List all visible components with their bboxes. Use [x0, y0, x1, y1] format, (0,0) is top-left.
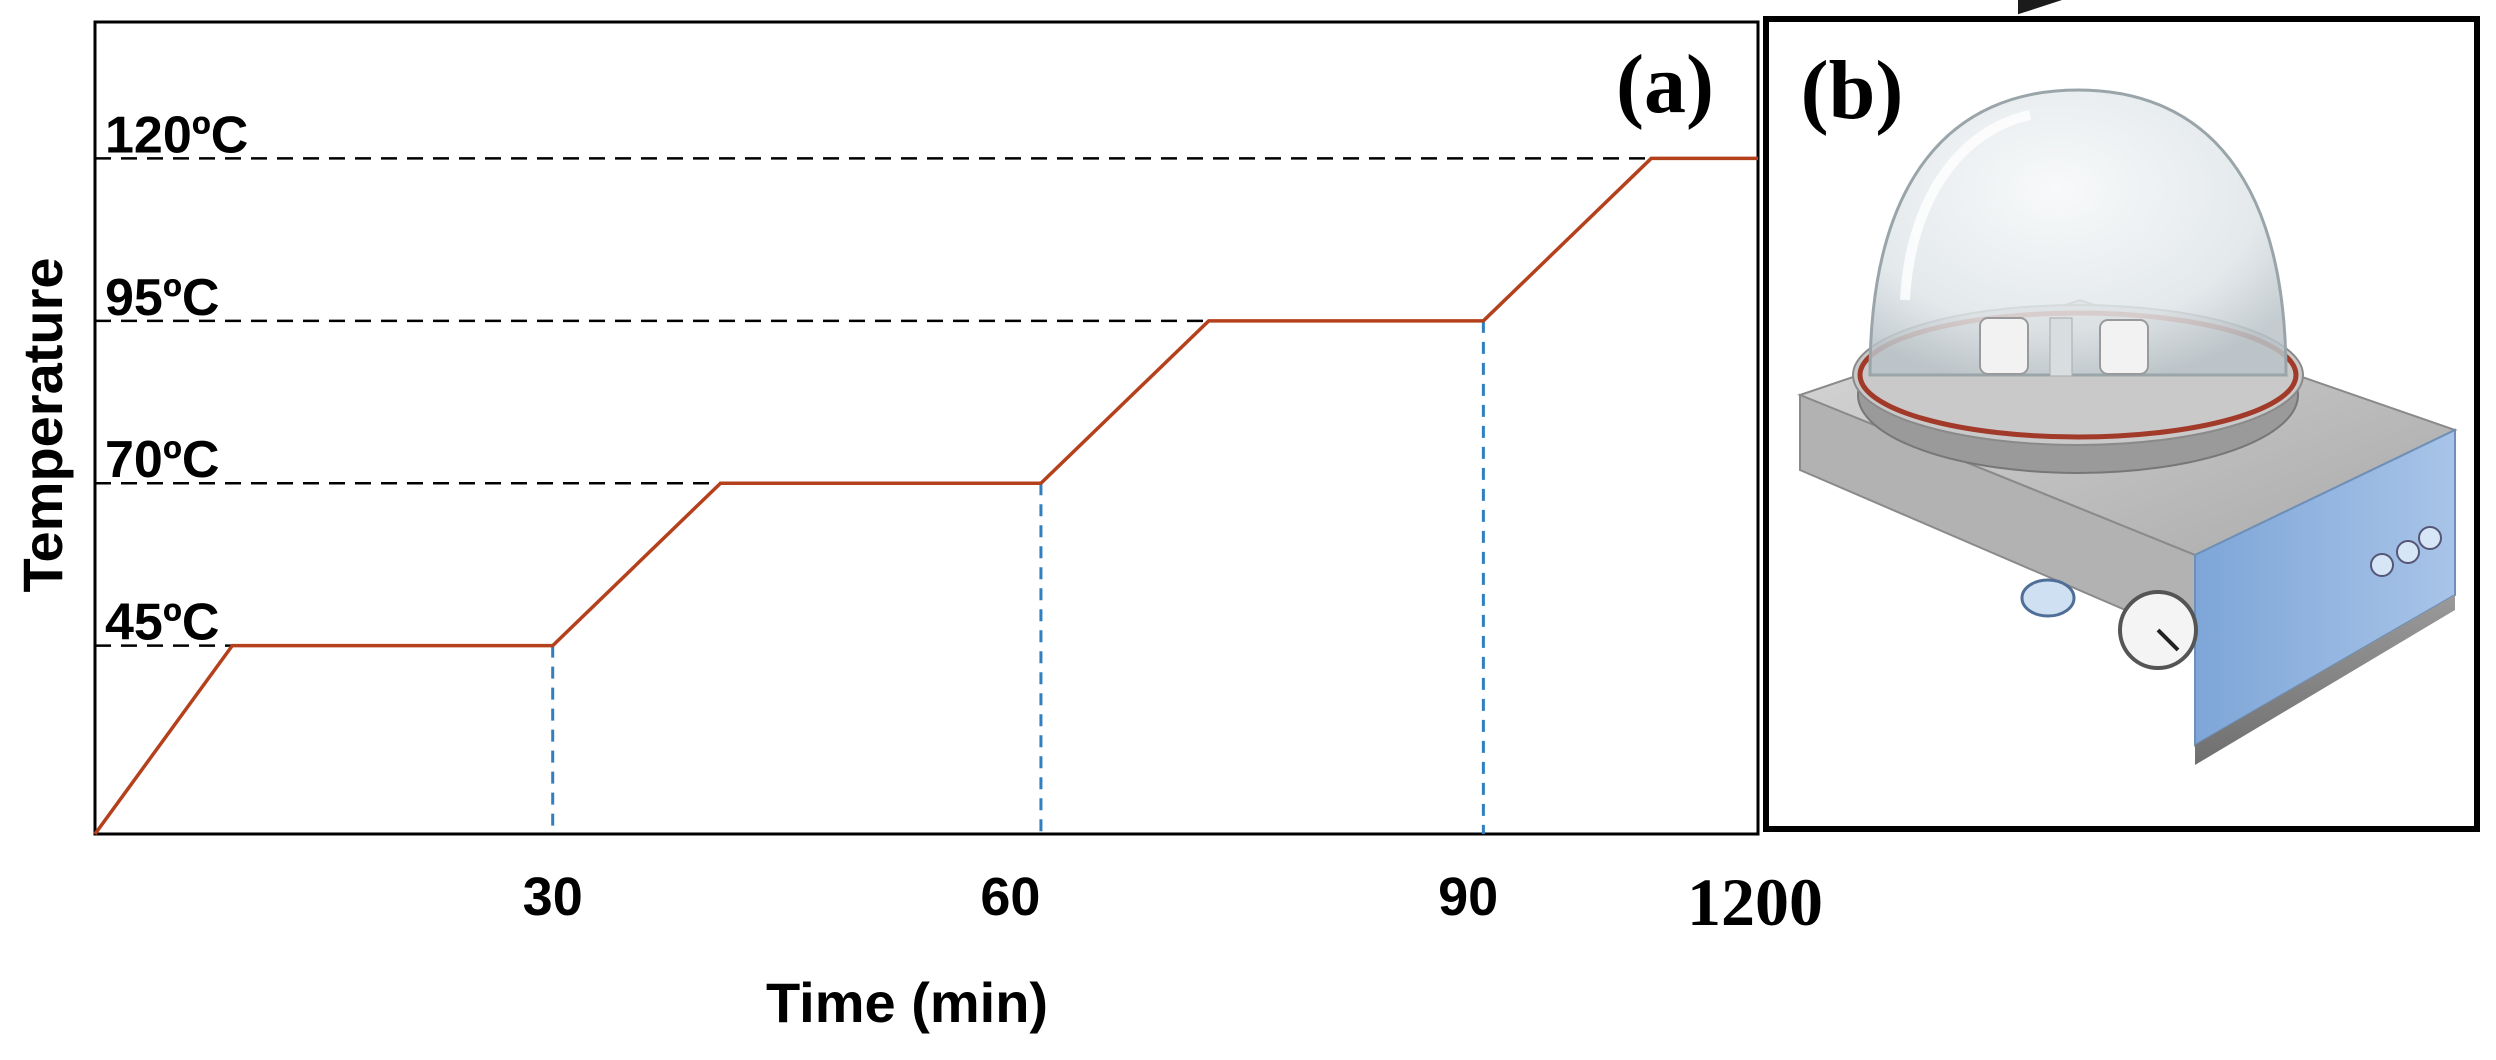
button-icon	[2370, 553, 2394, 577]
x-tick-label: 90	[1438, 867, 1498, 927]
button-icon	[2418, 526, 2442, 550]
level-label: 95ºC	[105, 269, 219, 327]
level-label: 70ºC	[105, 431, 219, 489]
chart-frame	[93, 20, 1760, 836]
support-post	[2049, 317, 2073, 377]
panel-b-label: (b)	[1801, 44, 1904, 137]
level-lines	[95, 157, 1652, 647]
photo-panel-b: (b)	[1763, 0, 2480, 832]
series-line	[93, 156, 1758, 836]
base-edge	[2195, 595, 2455, 765]
x-tick-label: 60	[980, 867, 1040, 927]
crucible-icon	[2099, 319, 2149, 375]
stage-lines	[551, 320, 1485, 834]
logo-icon	[2020, 578, 2076, 618]
y-axis-label: Temperature	[11, 257, 74, 592]
glass-dome	[1868, 88, 2288, 377]
x-tick-label: 30	[523, 867, 583, 927]
dome-highlight	[1900, 110, 2032, 301]
level-label: 120ºC	[105, 106, 248, 164]
crucible-icon	[1979, 317, 2029, 375]
chart-panel-a: 45ºC 70ºC 95ºC 120ºC 30 60 90 1200 (a) Time (m…	[11, 20, 1823, 1034]
vacuum-oven-photo	[1797, 0, 2458, 765]
level-label: 45ºC	[105, 594, 219, 652]
level-labels: 45ºC 70ºC 95ºC 120ºC	[105, 106, 248, 651]
gauge-needle	[2156, 628, 2180, 652]
panel-a-label: (a)	[1616, 38, 1714, 131]
button-icon	[2396, 540, 2420, 564]
x-tick-label: 1200	[1687, 864, 1823, 940]
x-tick-labels: 30 60 90 1200	[523, 864, 1823, 940]
display-left	[2018, 0, 2073, 15]
x-axis-label: Time (min)	[766, 971, 1048, 1034]
